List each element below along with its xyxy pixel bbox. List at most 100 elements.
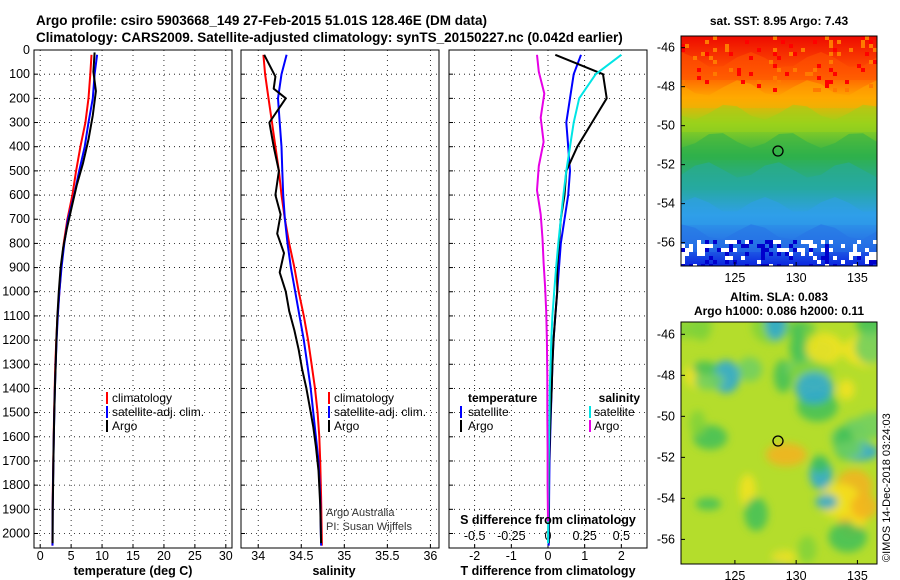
sst-pixel: [829, 248, 833, 252]
sst-pixel: [833, 256, 837, 260]
sst-pixel: [725, 240, 729, 244]
sst-pixel: [829, 44, 833, 48]
sla-blob: [695, 497, 722, 511]
sst-pixel: [781, 40, 785, 44]
sst-pixel: [793, 52, 797, 56]
sst-pixel: [709, 244, 713, 248]
sst-pixel: [697, 68, 701, 72]
map-x-tick-label: 125: [724, 271, 745, 285]
sst-pixel: [745, 244, 749, 248]
sst-pixel: [869, 44, 873, 48]
sla-blob: [789, 331, 808, 364]
x-tick-label: 2: [618, 549, 625, 563]
sst-pixel: [689, 248, 693, 252]
sla-blob: [854, 412, 877, 439]
depth-tick-label: 1300: [2, 357, 30, 371]
sst-pixel: [681, 260, 685, 264]
sst-pixel: [809, 72, 813, 76]
sst-pixel: [713, 60, 717, 64]
sla-blob: [771, 550, 796, 564]
sst-pixel: [769, 240, 773, 244]
temperature-legend: climatology satellite-adj. clim. Argo: [106, 391, 204, 433]
sst-pixel: [757, 80, 761, 84]
sst-pixel: [741, 80, 745, 84]
depth-tick-label: 300: [9, 116, 30, 130]
map-x-tick-label: 125: [724, 569, 745, 580]
sst-pixel: [681, 244, 685, 248]
sst-pixel: [697, 240, 701, 244]
sst-pixel: [805, 240, 809, 244]
depth-tick-label: 1400: [2, 381, 30, 395]
legend-climatology: climatology: [112, 391, 172, 405]
sst-pixel: [845, 80, 849, 84]
sst-pixel: [857, 252, 861, 256]
sst-pixel: [857, 256, 861, 260]
sst-pixel: [865, 256, 869, 260]
sst-pixel: [701, 244, 705, 248]
sst-pixel: [861, 68, 865, 72]
credit-argo-australia: Argo Australia: [326, 507, 395, 519]
sla-map-title-line2: Argo h1000: 0.086 h2000: 0.11: [694, 304, 864, 318]
depth-tick-label: 400: [9, 140, 30, 154]
sst-pixel: [869, 84, 873, 88]
sst-pixel: [829, 80, 833, 84]
sst-pixel: [725, 252, 729, 256]
sst-texture: [681, 36, 877, 266]
sst-pixel: [761, 248, 765, 252]
sst-pixel: [813, 244, 817, 248]
sst-pixel: [861, 40, 865, 44]
sla-blob: [765, 322, 786, 341]
sst-pixel: [725, 256, 729, 260]
sst-pixel: [697, 76, 701, 80]
sst-pixel: [789, 256, 793, 260]
sst-pixel: [869, 40, 873, 44]
sla-blob: [691, 361, 717, 375]
sst-pixel: [793, 240, 797, 244]
x-tick-label: 5: [68, 549, 75, 563]
legend-satellite-adj: satellite-adj. clim.: [334, 405, 426, 419]
sst-pixel: [777, 80, 781, 84]
sst-pixel: [825, 84, 829, 88]
sst-pixel: [777, 264, 781, 266]
sla-blob: [854, 330, 877, 365]
sst-pixel: [777, 56, 781, 60]
sst-pixel: [821, 240, 825, 244]
depth-tick-label: 1800: [2, 478, 30, 492]
legend-t-argo: Argo: [468, 419, 494, 433]
legend-s-satellite: satellite: [594, 405, 635, 419]
sst-pixel: [809, 248, 813, 252]
sst-pixel: [705, 52, 709, 56]
sst-pixel: [789, 52, 793, 56]
map-x-tick-label: 130: [786, 271, 807, 285]
sla-blob: [833, 441, 864, 459]
sst-pixel: [681, 252, 685, 256]
sst-pixel: [857, 64, 861, 68]
depth-tick-label: 100: [9, 67, 30, 81]
sst-pixel: [869, 60, 873, 64]
sst-pixel: [869, 252, 873, 256]
sst-pixel: [761, 244, 765, 248]
x-tick-label: 0: [545, 549, 552, 563]
sst-pixel: [821, 256, 825, 260]
sst-pixel: [729, 248, 733, 252]
sst-pixel: [697, 252, 701, 256]
x-tick-label: 15: [126, 549, 140, 563]
sst-pixel: [801, 252, 805, 256]
sst-pixel: [813, 40, 817, 44]
sst-pixel: [681, 80, 685, 84]
sst-pixel: [757, 48, 761, 52]
sst-pixel: [821, 248, 825, 252]
sst-pixel: [825, 244, 829, 248]
sst-pixel: [745, 252, 749, 256]
sst-pixel: [769, 252, 773, 256]
x-tick-label: -1: [506, 549, 517, 563]
map-y-tick-label: -56: [657, 532, 675, 546]
sst-pixel: [705, 244, 709, 248]
depth-tick-label: 0: [23, 43, 30, 57]
sst-pixel: [825, 256, 829, 260]
sla-blob: [794, 372, 834, 404]
sla-blob: [818, 483, 861, 519]
sst-pixel: [865, 248, 869, 252]
map-x-tick-label: 135: [847, 569, 868, 580]
sst-pixel: [801, 248, 805, 252]
